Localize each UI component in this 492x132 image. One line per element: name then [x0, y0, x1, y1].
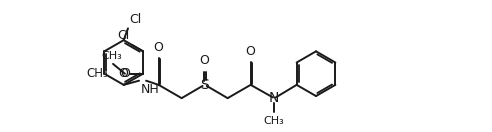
Text: CH₃: CH₃ — [87, 67, 108, 80]
Text: S: S — [200, 78, 209, 92]
Text: O: O — [118, 67, 128, 80]
Text: O: O — [246, 45, 255, 58]
Text: Cl: Cl — [117, 29, 129, 42]
Text: N: N — [269, 91, 279, 105]
Text: NH: NH — [141, 83, 160, 96]
Text: Cl: Cl — [129, 13, 142, 26]
Text: O: O — [200, 54, 210, 67]
Text: O: O — [120, 67, 130, 80]
Text: CH₃: CH₃ — [263, 116, 284, 126]
Text: CH₃: CH₃ — [101, 51, 122, 61]
Text: O: O — [154, 41, 163, 54]
